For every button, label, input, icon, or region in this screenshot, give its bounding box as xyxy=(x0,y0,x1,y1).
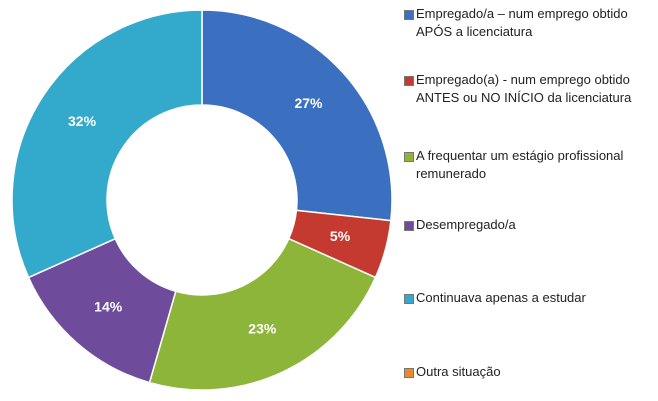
legend-swatch xyxy=(404,152,414,162)
legend-label: Desempregado/a xyxy=(416,217,516,232)
legend-swatch xyxy=(404,221,414,231)
data-label: 23% xyxy=(248,320,277,336)
legend-label: Empregado/a – num emprego obtido APÓS a … xyxy=(416,6,628,39)
legend-label: Continuava apenas a estudar xyxy=(416,290,586,305)
legend-item: Continuava apenas a estudar xyxy=(404,289,658,307)
legend-item: Desempregado/a xyxy=(404,216,658,234)
donut-slice xyxy=(148,237,377,391)
chart: 27% 5% 23% 14% 32% xyxy=(11,9,393,391)
legend-item: Empregado(a) - num emprego obtido ANTES … xyxy=(404,71,658,107)
legend-item: Empregado/a – num emprego obtido APÓS a … xyxy=(404,5,658,41)
legend-swatch xyxy=(404,294,414,304)
legend-item: Outra situação xyxy=(404,363,658,381)
legend-label: Empregado(a) - num emprego obtido ANTES … xyxy=(416,72,632,105)
legend-label: A frequentar um estágio profissional rem… xyxy=(416,148,624,181)
data-label: 27% xyxy=(294,95,323,111)
donut-slice xyxy=(11,9,203,279)
data-label: 5% xyxy=(330,228,351,244)
legend-item: A frequentar um estágio profissional rem… xyxy=(404,147,658,183)
legend-swatch xyxy=(404,10,414,20)
data-label: 32% xyxy=(68,113,97,129)
legend-swatch xyxy=(404,76,414,86)
legend-label: Outra situação xyxy=(416,364,501,379)
legend-swatch xyxy=(404,368,414,378)
data-label: 14% xyxy=(94,299,123,315)
donut-slice xyxy=(201,9,393,222)
